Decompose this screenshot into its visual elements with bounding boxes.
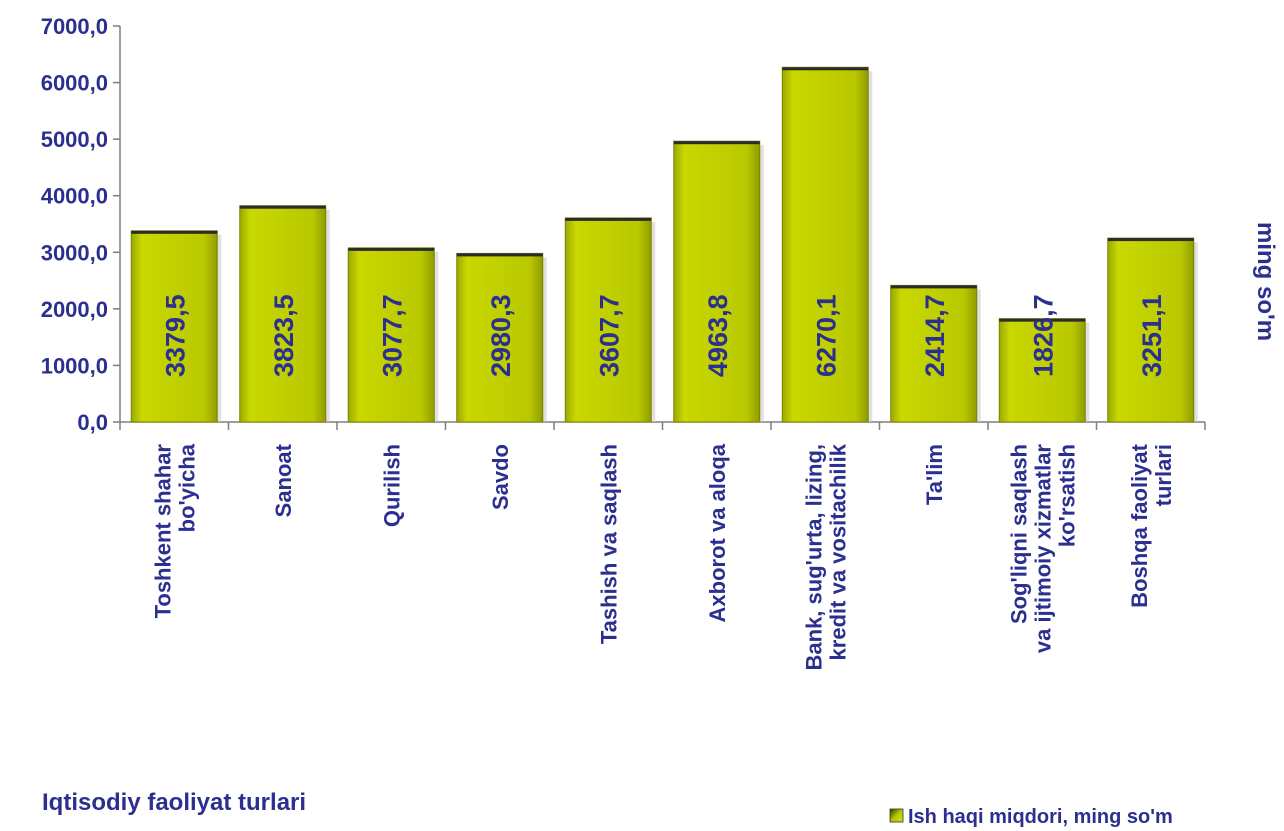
- bar-top-edge: [565, 217, 652, 221]
- x-tick-label: bo'yicha: [174, 443, 199, 532]
- y-axis-title: ming so'm: [1252, 222, 1279, 341]
- bar-body: [998, 318, 1086, 423]
- bar-top-edge: [456, 253, 543, 257]
- x-tick-label: Axborot va aloqa: [705, 443, 730, 622]
- bar-top-edge: [673, 141, 760, 145]
- bar: [130, 230, 222, 423]
- bar-top-edge: [348, 247, 435, 251]
- bar-value-label: 1826,7: [1028, 294, 1058, 377]
- bar-body: [781, 66, 869, 423]
- bar: [890, 284, 981, 423]
- x-tick-label: Savdo: [488, 444, 513, 510]
- bar: [347, 247, 439, 423]
- x-tick-label: Toshkent shahar: [150, 444, 175, 619]
- bar-body: [456, 252, 544, 423]
- bars: [130, 66, 1198, 423]
- category-labels: Toshkent shahar bo'yicha Sanoat Qurilish Sav…: [150, 443, 1176, 670]
- bar-top-edge: [999, 318, 1086, 322]
- bar-value-label: 6270,1: [811, 294, 841, 377]
- bar-body: [564, 217, 652, 423]
- y-tick-label: 1000,0: [41, 353, 108, 378]
- y-tick-label: 4000,0: [41, 184, 108, 209]
- bar: [239, 205, 330, 423]
- legend: Ish haqi miqdori, ming so'm: [889, 806, 1173, 828]
- bar-top-edge: [890, 285, 977, 289]
- bar-body: [890, 284, 978, 423]
- bar-value-label: 2980,3: [486, 294, 516, 377]
- bar-value-label: 3077,7: [377, 294, 407, 377]
- bar-top-edge: [239, 205, 326, 209]
- x-tick-label: Ta'lim: [922, 444, 947, 505]
- y-tick-label: 3000,0: [41, 240, 108, 265]
- y-tick-label: 6000,0: [41, 71, 108, 96]
- y-tick-label: 2000,0: [41, 297, 108, 322]
- y-tick-label: 5000,0: [41, 127, 108, 152]
- y-axis: 0,0 1000,0 2000,0 3000,0 4000,0 5000,0 6000,0 7…: [41, 14, 121, 435]
- bar-body: [1107, 237, 1195, 423]
- x-tick-label: Boshqa faoliyat: [1127, 443, 1152, 607]
- x-tick-label: Qurilish: [379, 444, 404, 527]
- bar-body: [673, 140, 761, 423]
- x-axis: [119, 421, 1206, 430]
- x-tick-label: Bank, sug'urta, lizing,: [801, 444, 826, 670]
- bar-value-label: 4963,8: [703, 294, 733, 377]
- bar-value-label: 3379,5: [160, 294, 190, 377]
- bar-value-label: 3607,7: [594, 294, 624, 377]
- y-tick-label: 7000,0: [41, 14, 108, 39]
- bar: [998, 318, 1090, 423]
- bar-top-edge: [1107, 238, 1194, 242]
- x-tick-label: turlari: [1151, 444, 1176, 506]
- bar-value-label: 3251,1: [1137, 294, 1167, 377]
- x-tick-label: Sog'liqni saqlash: [1006, 444, 1031, 624]
- bar-top-edge: [782, 67, 869, 71]
- bar: [673, 140, 764, 423]
- x-tick-label: Sanoat: [271, 443, 296, 517]
- y-tick-label: 0,0: [77, 410, 108, 435]
- bar: [1107, 237, 1198, 423]
- x-tick-label: kredit va vositachilik: [825, 443, 850, 660]
- bar-value-label: 2414,7: [920, 294, 950, 377]
- bar-top-edge: [131, 230, 218, 234]
- x-tick-label: va ijtimoiy xizmatlar: [1030, 444, 1055, 654]
- value-labels: 3379,5 3823,5 3077,7 2980,3 3607,7 4963,8 6270…: [160, 294, 1167, 377]
- bar: [564, 217, 656, 423]
- legend-swatch: [889, 808, 904, 823]
- legend-label: Ish haqi miqdori, ming so'm: [908, 806, 1173, 828]
- bar: [781, 66, 873, 423]
- bar-body: [130, 230, 218, 423]
- bar-body: [347, 247, 435, 423]
- bar-body: [239, 205, 327, 423]
- bar: [456, 252, 547, 423]
- x-tick-label: Tashish va saqlash: [596, 444, 621, 644]
- x-axis-title: Iqtisodiy faoliyat turlari: [42, 789, 306, 816]
- bar-value-label: 3823,5: [269, 294, 299, 377]
- x-tick-label: ko'rsatish: [1054, 444, 1079, 547]
